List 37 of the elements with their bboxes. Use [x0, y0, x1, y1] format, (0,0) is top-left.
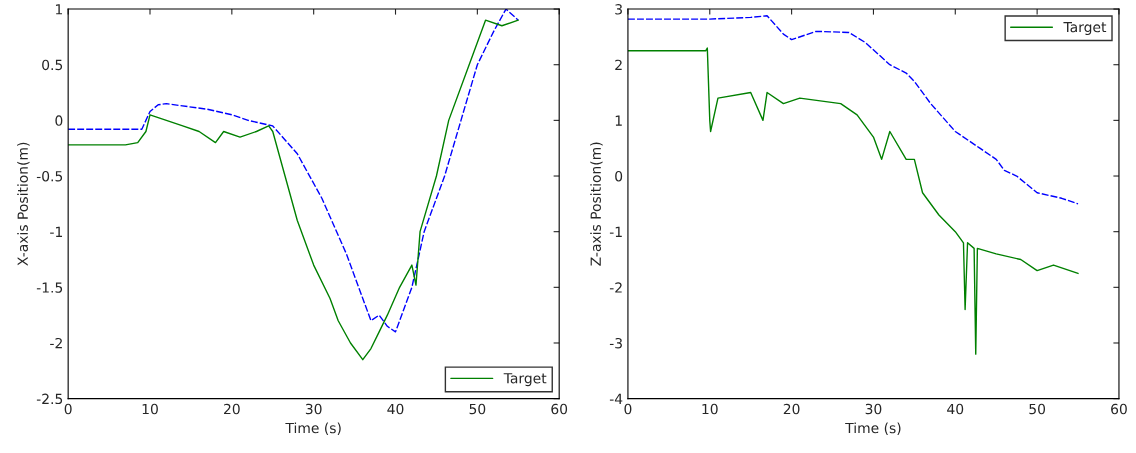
y-tick-label: -3 [609, 337, 622, 349]
y-tick-label: 1 [615, 115, 622, 126]
x-axis-title: Time (s) [845, 422, 901, 435]
y-tick-label: -1 [609, 226, 622, 237]
x-tick-label: 10 [142, 403, 158, 415]
y-tick-label: -1 [50, 226, 63, 237]
x-tick-label: 40 [387, 403, 404, 415]
x-tick-label: 30 [865, 403, 882, 415]
y-axis-title: X-axis Position(m) [17, 142, 30, 266]
y-tick-label: -0.5 [36, 170, 63, 182]
x-tick-label: 60 [551, 403, 568, 415]
line-series [627, 47, 1079, 355]
y-tick-label: -2 [50, 337, 62, 349]
x-tick-label: 50 [469, 403, 486, 415]
legend-label: Target [503, 373, 547, 387]
y-tick-label: -1.5 [36, 282, 63, 293]
legend-label: Target [1063, 21, 1107, 35]
y-tick-label: 1 [55, 4, 63, 15]
x-tick-label: 40 [947, 403, 964, 415]
y-axis-title: Z-axis Position(m) [590, 142, 603, 266]
x-tick-label: 30 [305, 403, 322, 415]
x-tick-label: 20 [783, 403, 800, 415]
y-tick-label: 2 [615, 59, 622, 70]
x-tick-label: 60 [1111, 403, 1127, 415]
x-tick-label: 50 [1029, 403, 1046, 415]
x-tick-label: 0 [624, 403, 632, 415]
y-tick-label: -2.5 [36, 393, 63, 405]
y-tick-label: 0 [615, 170, 623, 182]
x-tick-label: 10 [702, 403, 718, 415]
y-tick-label: -4 [609, 393, 623, 404]
y-tick-label: -2 [609, 282, 622, 293]
y-tick-label: 3 [615, 4, 622, 15]
x-tick-label: 20 [224, 403, 240, 415]
x-axis-title: Time (s) [285, 422, 341, 435]
y-tick-label: 0.5 [42, 59, 63, 71]
x-tick-label: 0 [64, 403, 72, 415]
y-tick-label: 0 [55, 115, 63, 126]
